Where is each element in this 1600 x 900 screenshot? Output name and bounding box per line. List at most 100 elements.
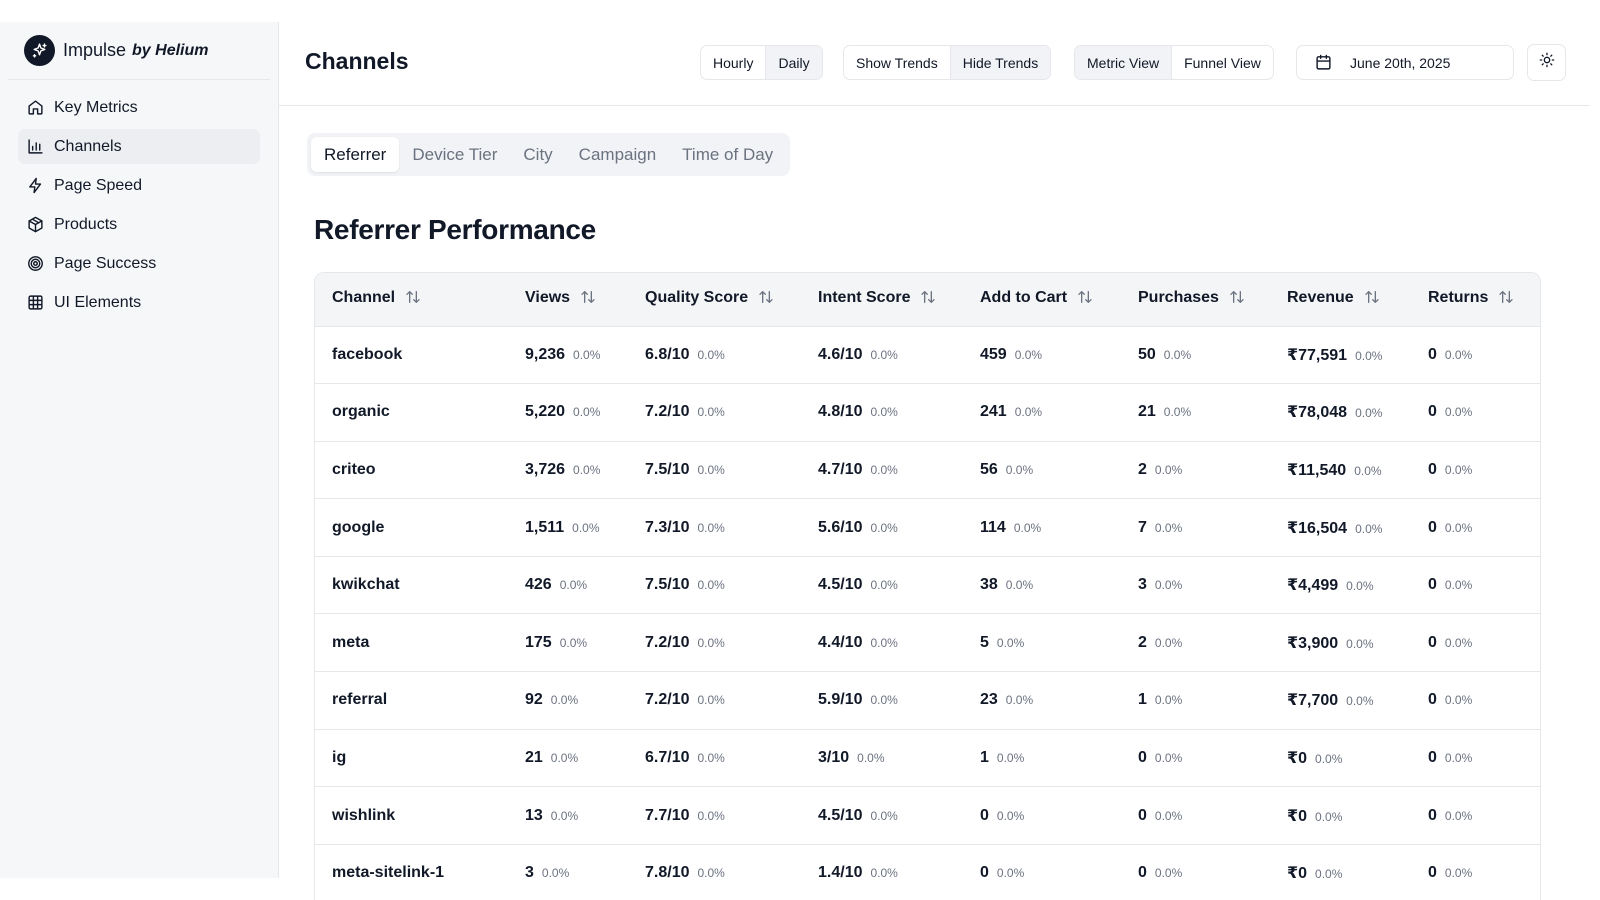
metric-value: ₹4,499 xyxy=(1287,577,1339,595)
metric-value: 21 xyxy=(525,748,543,766)
funnel-view-button[interactable]: Funnel View xyxy=(1171,46,1273,79)
hourly-button[interactable]: Hourly xyxy=(713,54,754,71)
sort-arrows-icon[interactable] xyxy=(1364,289,1380,310)
hide-trends-button[interactable]: Hide Trends xyxy=(949,46,1051,79)
theme-toggle-button[interactable] xyxy=(1527,44,1566,81)
cell-purchases: 21 0.0% xyxy=(1121,384,1270,442)
tab-device-tier[interactable]: Device Tier xyxy=(412,144,498,164)
column-header-purchases[interactable]: Purchases xyxy=(1121,273,1270,327)
brand[interactable]: Impulse by Helium xyxy=(8,22,270,80)
change-percent: 0.0% xyxy=(1444,347,1473,362)
column-header-label: Intent Score xyxy=(818,288,911,306)
table-row[interactable]: kwikchat 426 0.0% 7.5/10 0.0% 4.5/10 0.0% 38 0.0… xyxy=(315,556,1540,614)
metric-value: 0 xyxy=(980,864,989,882)
channel-name: organic xyxy=(332,403,390,421)
sidebar-item-channels[interactable]: Channels xyxy=(18,129,260,164)
table-row[interactable]: ig 21 0.0% 6.7/10 0.0% 3/10 0.0% 1 0.0% 0 0.0% ₹0 0.… xyxy=(315,729,1540,787)
change-percent: 0.0% xyxy=(697,750,725,765)
tab-time-of-day[interactable]: Time of Day xyxy=(682,144,774,164)
channel-name: meta xyxy=(332,633,370,651)
column-header-channel[interactable]: Channel xyxy=(315,273,508,327)
metric-value: 4.5/10 xyxy=(818,806,863,824)
column-header-returns[interactable]: Returns xyxy=(1411,273,1540,327)
change-percent: 0.0% xyxy=(697,520,725,535)
calendar-icon xyxy=(1315,54,1332,71)
sort-arrows-icon[interactable] xyxy=(920,289,936,310)
sort-arrows-icon[interactable] xyxy=(1229,289,1245,310)
change-percent: 0.0% xyxy=(550,808,579,823)
tab-city[interactable]: City xyxy=(523,144,553,164)
cell-views: 3 0.0% xyxy=(508,844,628,900)
cell-intent-score: 3/10 0.0% xyxy=(801,729,963,787)
table-header-row: Channel Views Quality Score Intent Score Add… xyxy=(315,273,1540,327)
sort-arrows-icon[interactable] xyxy=(580,289,596,310)
table-row[interactable]: criteo 3,726 0.0% 7.5/10 0.0% 4.7/10 0.0% 56 0.0… xyxy=(315,441,1540,499)
column-header-label: Revenue xyxy=(1287,288,1354,306)
cell-quality-score: 7.7/10 0.0% xyxy=(628,787,801,845)
tab-referrer[interactable]: Referrer xyxy=(311,137,400,172)
tab-campaign[interactable]: Campaign xyxy=(578,144,657,164)
column-header-intent-score[interactable]: Intent Score xyxy=(801,273,963,327)
column-header-views[interactable]: Views xyxy=(508,273,628,327)
metric-value: 0 xyxy=(1138,806,1147,824)
sidebar-item-label: Products xyxy=(54,215,118,233)
change-percent: 0.0% xyxy=(697,693,725,708)
column-header-revenue[interactable]: Revenue xyxy=(1270,273,1411,327)
topbar: Channels Hourly Daily Show Trends Hide T… xyxy=(279,22,1590,106)
metric-value: 459 xyxy=(980,345,1007,363)
column-header-quality-score[interactable]: Quality Score xyxy=(628,273,801,327)
column-header-label: Views xyxy=(525,288,571,306)
change-percent: 0.0% xyxy=(1163,405,1192,420)
show-trends-button[interactable]: Show Trends xyxy=(856,54,938,71)
daily-button[interactable]: Daily xyxy=(765,46,822,79)
cell-views: 1,511 0.0% xyxy=(508,499,628,557)
table-row[interactable]: google 1,511 0.0% 7.3/10 0.0% 5.6/10 0.0% 114 0.… xyxy=(315,499,1540,557)
app-name: Impulse xyxy=(63,40,127,60)
metric-view-button[interactable]: Metric View xyxy=(1075,46,1172,79)
sidebar-item-page-success[interactable]: Page Success xyxy=(18,246,260,281)
metric-value: 4.7/10 xyxy=(818,460,863,478)
table-row[interactable]: meta-sitelink-1 3 0.0% 7.8/10 0.0% 1.4/10 0.0%… xyxy=(315,844,1540,900)
sort-arrows-icon[interactable] xyxy=(405,289,421,310)
sort-arrows-icon[interactable] xyxy=(1077,289,1093,310)
cell-purchases: 7 0.0% xyxy=(1121,499,1270,557)
change-percent: 0.0% xyxy=(697,866,725,881)
change-percent: 0.0% xyxy=(1444,520,1473,535)
table-row[interactable]: organic 5,220 0.0% 7.2/10 0.0% 4.8/10 0.0% 241 0… xyxy=(315,384,1540,442)
cell-intent-score: 1.4/10 0.0% xyxy=(801,844,963,900)
column-header-add-to-cart[interactable]: Add to Cart xyxy=(963,273,1121,327)
metric-value: 7.2/10 xyxy=(645,633,690,651)
cell-returns: 0 0.0% xyxy=(1411,672,1540,730)
table-row[interactable]: referral 92 0.0% 7.2/10 0.0% 5.9/10 0.0% 23 0.0%… xyxy=(315,672,1540,730)
table-row[interactable]: facebook 9,236 0.0% 6.8/10 0.0% 4.6/10 0.0% 459… xyxy=(315,326,1540,384)
sort-arrows-icon[interactable] xyxy=(1498,289,1514,310)
change-percent: 0.0% xyxy=(1444,405,1473,420)
sidebar-item-products[interactable]: Products xyxy=(18,207,260,242)
table-row[interactable]: meta 175 0.0% 7.2/10 0.0% 4.4/10 0.0% 5 0.0% 2 0.0… xyxy=(315,614,1540,672)
table-row[interactable]: wishlink 13 0.0% 7.7/10 0.0% 4.5/10 0.0% 0 0.0% 0… xyxy=(315,787,1540,845)
sidebar-item-label: Page Success xyxy=(54,254,157,272)
change-percent: 0.0% xyxy=(1154,808,1183,823)
cell-add-to-cart: 1 0.0% xyxy=(963,729,1121,787)
sidebar-item-ui-elements[interactable]: UI Elements xyxy=(18,285,260,320)
sidebar-item-page-speed[interactable]: Page Speed xyxy=(18,168,260,203)
cell-revenue: ₹3,900 0.0% xyxy=(1270,614,1411,672)
change-percent: 0.0% xyxy=(870,635,898,650)
bar-chart-icon xyxy=(27,138,44,155)
change-percent: 0.0% xyxy=(870,693,898,708)
cell-add-to-cart: 38 0.0% xyxy=(963,556,1121,614)
home-icon xyxy=(27,99,44,116)
metric-value: 7.5/10 xyxy=(645,576,690,594)
change-percent: 0.0% xyxy=(697,347,725,362)
cell-intent-score: 5.9/10 0.0% xyxy=(801,672,963,730)
metric-value: 56 xyxy=(980,460,998,478)
metric-value: 0 xyxy=(1428,748,1437,766)
change-percent: 0.0% xyxy=(996,750,1025,765)
cell-add-to-cart: 0 0.0% xyxy=(963,844,1121,900)
sidebar-item-key-metrics[interactable]: Key Metrics xyxy=(18,90,260,125)
metric-value: 175 xyxy=(525,633,552,651)
cell-quality-score: 7.5/10 0.0% xyxy=(628,441,801,499)
date-picker[interactable]: June 20th, 2025 xyxy=(1296,45,1514,80)
cell-revenue: ₹0 0.0% xyxy=(1270,844,1411,900)
sort-arrows-icon[interactable] xyxy=(758,289,774,310)
